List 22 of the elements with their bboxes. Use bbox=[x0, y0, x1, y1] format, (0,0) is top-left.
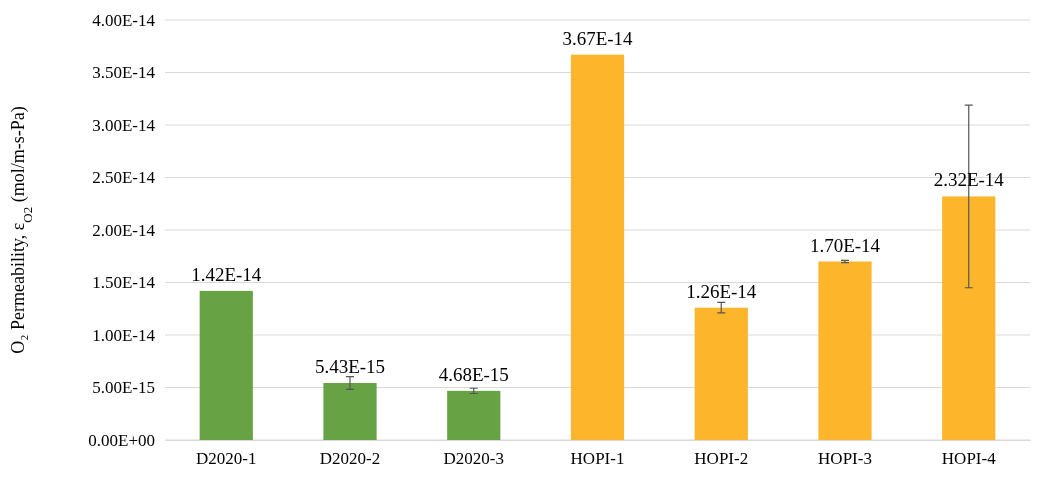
data-label: 1.42E-14 bbox=[191, 263, 262, 285]
y-tick-label: 1.00E-14 bbox=[92, 325, 156, 345]
y-tick-label: 2.00E-14 bbox=[92, 220, 156, 240]
y-tick-label: 3.50E-14 bbox=[92, 63, 156, 83]
data-label: 1.70E-14 bbox=[809, 234, 881, 256]
y-tick-label: 2.50E-14 bbox=[92, 168, 156, 188]
x-tick-label: D2020-3 bbox=[443, 449, 504, 469]
y-tick-label: 3.00E-14 bbox=[92, 115, 156, 135]
x-tick-label: HOPI-2 bbox=[694, 449, 749, 469]
y-tick-label: 4.00E-14 bbox=[92, 10, 156, 30]
x-tick-label: HOPI-1 bbox=[570, 449, 625, 469]
y-tick-label: 1.50E-14 bbox=[92, 273, 156, 293]
x-tick-label: D2020-2 bbox=[319, 449, 381, 469]
x-tick-label: HOPI-3 bbox=[818, 449, 872, 469]
y-tick-label: 0.00E+00 bbox=[88, 430, 155, 450]
data-label: 5.43E-15 bbox=[314, 355, 386, 377]
data-label: 4.68E-15 bbox=[438, 363, 509, 385]
x-tick-label: HOPI-4 bbox=[941, 449, 997, 469]
data-label: 3.67E-14 bbox=[562, 27, 634, 49]
y-tick-label: 5.00E-15 bbox=[92, 378, 155, 398]
data-label: 1.26E-14 bbox=[686, 280, 757, 302]
x-tick-label: D2020-1 bbox=[196, 449, 257, 469]
